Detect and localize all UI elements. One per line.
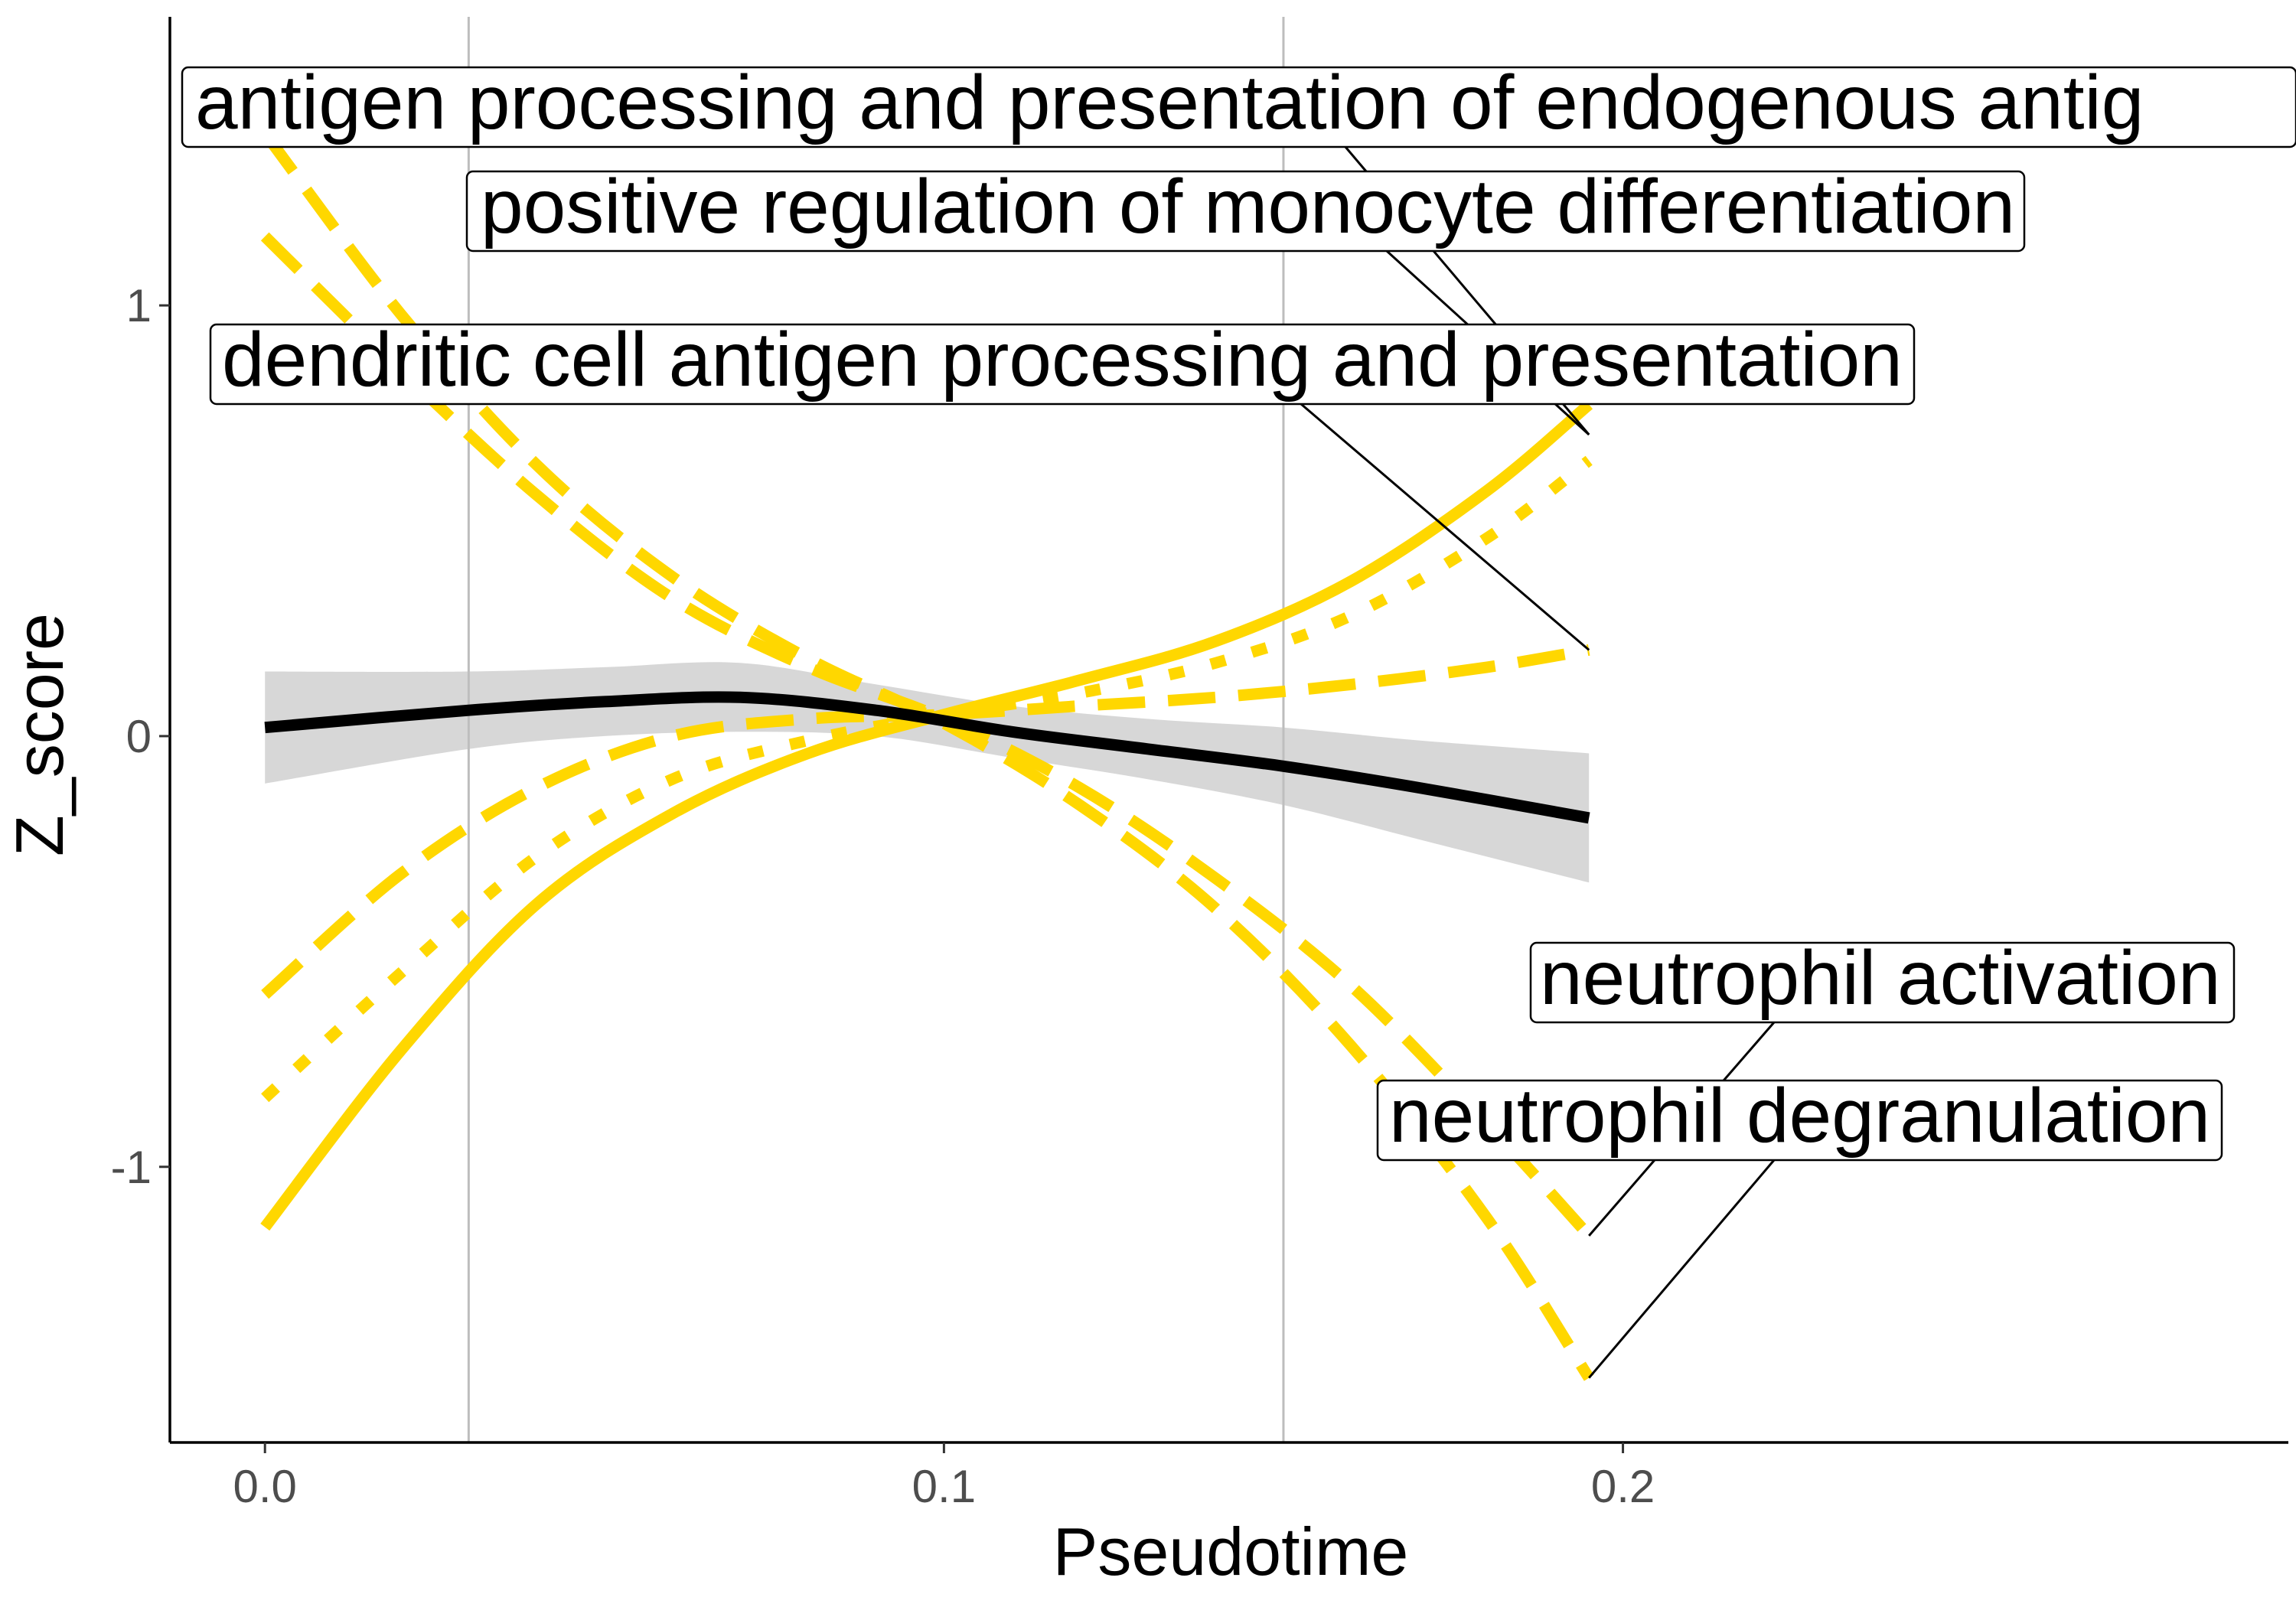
confidence-ribbon-area (265, 662, 1590, 883)
annotation-label-1: positive regulation of monocyte differen… (465, 164, 2026, 253)
y-axis-title: Z_score (2, 613, 77, 856)
annotation-label-2: dendritic cell antigen processing and pr… (209, 317, 1916, 406)
axes (168, 17, 2288, 1444)
annotation-text-1: positive regulation of monocyte differen… (481, 164, 2015, 249)
annotation-box-2 (209, 323, 1916, 406)
x-ticks: 0.0 0.1 0.2 (233, 1442, 1655, 1512)
y-ticks: -1 0 1 (111, 280, 170, 1193)
x-axis-title: Pseudotime (1053, 1514, 1409, 1589)
x-tick-label-0: 0.0 (233, 1461, 296, 1512)
annotation-label-3: neutrophil activation (1529, 935, 2236, 1024)
mean-trend-line (264, 691, 1590, 824)
annotation-text-3: neutrophil activation (1540, 935, 2220, 1021)
y-tick-label-1: 0 (126, 711, 152, 762)
annotations: antigen processing and presentation of e… (181, 60, 2296, 1162)
x-tick-label-2: 0.2 (1591, 1461, 1655, 1512)
annotation-label-4: neutrophil degranulation (1376, 1073, 2223, 1162)
confidence-ribbon (265, 662, 1590, 883)
annotation-text-2: dendritic cell antigen processing and pr… (222, 317, 1903, 403)
annotation-box-3 (1529, 941, 2236, 1024)
annotation-connector-4 (1588, 1159, 1776, 1379)
annotation-text-4: neutrophil degranulation (1389, 1073, 2210, 1159)
mean-trend (264, 691, 1590, 824)
annotation-text-0: antigen processing and presentation of e… (195, 60, 2144, 145)
annotation-box-4 (1376, 1079, 2223, 1162)
annotation-label-0: antigen processing and presentation of e… (181, 60, 2296, 148)
y-tick-label-2: 1 (126, 280, 152, 331)
annotation-box-0 (181, 66, 2296, 148)
annotation-box-1 (465, 170, 2026, 253)
annotation-connector-2 (1300, 403, 1590, 651)
y-tick-label-0: -1 (111, 1142, 152, 1193)
x-tick-label-1: 0.1 (912, 1461, 976, 1512)
series-line-1 (260, 232, 1593, 1240)
